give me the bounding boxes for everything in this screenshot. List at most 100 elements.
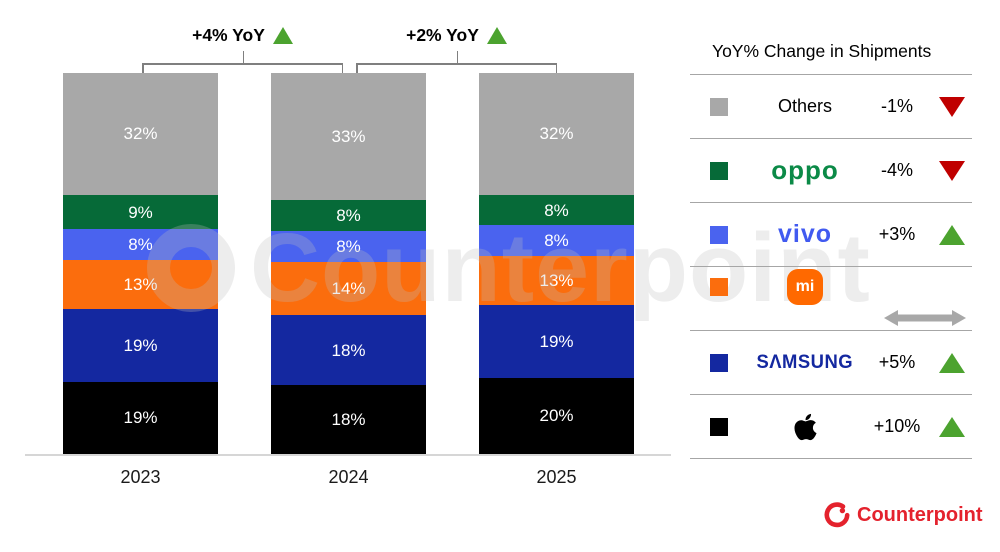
color-swatch xyxy=(710,225,728,244)
segment-label: 8% xyxy=(128,234,153,254)
x-axis-label: 2024 xyxy=(328,467,369,487)
bracket-tick xyxy=(142,63,144,73)
bracket-line xyxy=(142,63,343,65)
segment-oppo: 8% xyxy=(479,194,634,226)
counterpoint-brand-name: Counterpoint xyxy=(857,503,983,526)
up-triangle-icon xyxy=(486,27,507,44)
up-triangle-icon xyxy=(939,352,965,373)
segment-label: 8% xyxy=(544,200,569,220)
legend-row-apple: +10% xyxy=(690,394,972,459)
apple-logo xyxy=(748,412,862,442)
segment-label: 20% xyxy=(539,406,574,426)
bracket-mid-tick xyxy=(456,51,458,63)
double-arrow-icon xyxy=(884,310,966,327)
samsung-logo: SΛMSUNG xyxy=(748,352,862,374)
bracket-tick xyxy=(555,63,557,73)
legend-row-oppo: oppo -4% xyxy=(690,138,972,202)
counterpoint-brand: Counterpoint xyxy=(824,502,983,528)
segment-samsung: 18% xyxy=(271,315,426,385)
brand-label: oppo xyxy=(771,155,839,185)
segment-label: 8% xyxy=(336,205,361,225)
segment-apple: 20% xyxy=(479,377,634,454)
segment-samsung: 19% xyxy=(63,309,218,382)
color-swatch xyxy=(710,417,728,436)
brand-label: vivo xyxy=(777,220,833,248)
bracket-line xyxy=(356,63,557,65)
brand-label: mi xyxy=(787,268,823,305)
mi-logo: mi xyxy=(748,268,862,305)
text-logo: Others xyxy=(748,96,862,117)
x-axis-label: 2023 xyxy=(120,467,161,487)
legend-row-text: Others -1% xyxy=(690,74,972,138)
segment-others: 32% xyxy=(479,73,634,195)
segment-label: 19% xyxy=(539,332,574,352)
direction-cell xyxy=(932,96,972,117)
direction-cell xyxy=(932,416,972,437)
color-swatch xyxy=(710,161,728,180)
segment-label: 14% xyxy=(331,279,366,299)
segment-others: 33% xyxy=(271,73,426,200)
segment-vivo: 8% xyxy=(271,230,426,262)
growth-annotation: +2% YoY xyxy=(362,25,552,46)
direction-cell xyxy=(932,352,972,373)
color-swatch xyxy=(710,277,728,296)
down-triangle-icon xyxy=(939,160,965,181)
legend-rows: Others -1% oppo -4% vivo +3% mi SΛMSUNG +5% +10% xyxy=(690,74,972,459)
counterpoint-logo-icon xyxy=(824,502,850,528)
change-value: -4% xyxy=(880,160,913,180)
growth-annotation-text: +2% YoY xyxy=(406,25,479,45)
change-value: +3% xyxy=(878,224,916,244)
segment-others: 32% xyxy=(63,73,218,195)
oppo-logo: oppo xyxy=(748,155,862,186)
segment-oppo: 8% xyxy=(271,200,426,231)
change-value: -1% xyxy=(880,96,913,116)
x-axis-line xyxy=(25,454,671,456)
growth-annotation-text: +4% YoY xyxy=(192,25,265,45)
bracket-tick xyxy=(356,63,358,73)
segment-label: 8% xyxy=(544,231,569,251)
flat-arrow-icon xyxy=(748,308,972,328)
apple-logo-icon xyxy=(793,413,817,440)
legend-row-mi: mi xyxy=(690,266,972,330)
segment-vivo: 8% xyxy=(479,225,634,256)
segment-label: 32% xyxy=(123,124,158,144)
segment-label: 9% xyxy=(128,202,153,222)
brand-label: SΛMSUNG xyxy=(756,351,854,373)
segment-xiaomi: 14% xyxy=(271,261,426,316)
color-swatch xyxy=(710,353,728,372)
change-value: +10% xyxy=(873,416,921,436)
legend-panel: YoY% Change in Shipments Others -1% oppo -4… xyxy=(690,28,972,459)
segment-xiaomi: 13% xyxy=(63,259,218,310)
segment-vivo: 8% xyxy=(63,229,218,260)
segment-label: 8% xyxy=(336,236,361,256)
legend-row-samsung: SΛMSUNG +5% xyxy=(690,330,972,394)
bracket-mid-tick xyxy=(242,51,244,63)
segment-apple: 19% xyxy=(63,381,218,454)
growth-annotation: +4% YoY xyxy=(148,25,338,46)
bar-2023: 32% 9% 8% 13% 19% 19% xyxy=(63,73,218,454)
segment-label: 18% xyxy=(331,340,366,360)
legend-row-vivo: vivo +3% xyxy=(690,202,972,266)
direction-cell xyxy=(932,160,972,181)
segment-samsung: 19% xyxy=(479,305,634,378)
down-triangle-icon xyxy=(939,96,965,117)
segment-label: 32% xyxy=(539,124,574,144)
segment-apple: 18% xyxy=(271,384,426,455)
bar-2025: 32% 8% 8% 13% 19% 20% xyxy=(479,73,634,454)
vivo-logo: vivo xyxy=(748,220,862,249)
segment-oppo: 9% xyxy=(63,194,218,230)
x-axis-label: 2025 xyxy=(536,467,577,487)
segment-label: 19% xyxy=(123,335,158,355)
brand-label: Others xyxy=(777,96,833,116)
color-swatch xyxy=(710,97,728,116)
segment-label: 18% xyxy=(331,409,366,429)
direction-cell xyxy=(932,224,972,245)
segment-xiaomi: 13% xyxy=(479,255,634,306)
segment-label: 33% xyxy=(331,127,366,146)
up-triangle-icon xyxy=(939,416,965,437)
segment-label: 13% xyxy=(123,274,158,294)
up-triangle-icon xyxy=(939,224,965,245)
segment-label: 13% xyxy=(539,271,574,291)
bracket-tick xyxy=(341,63,343,73)
